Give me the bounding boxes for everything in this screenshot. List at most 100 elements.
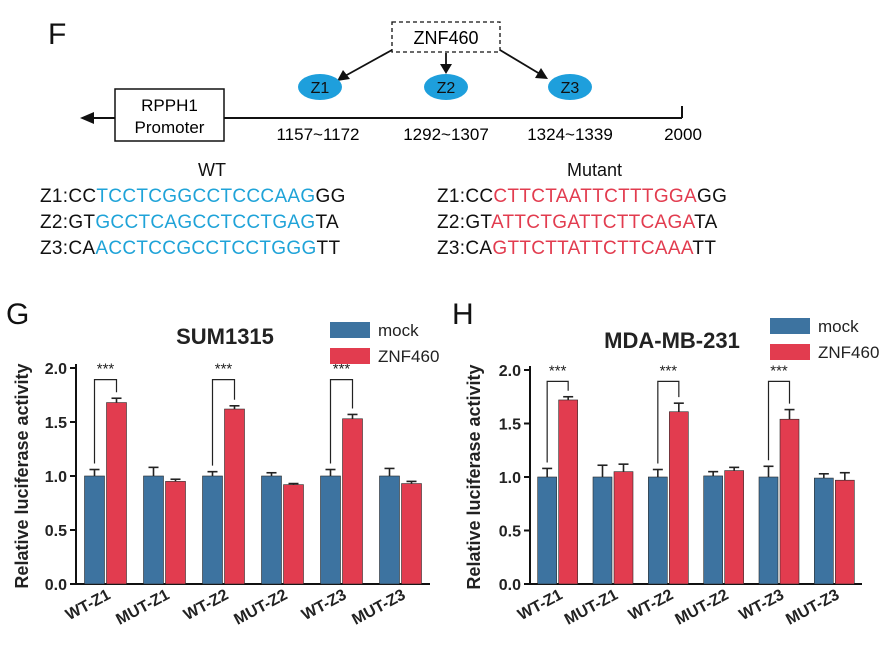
y-tick-label: 2.0	[45, 361, 67, 378]
promoter-diagram: RPPH1 Promoter ZNF460 Z1 Z2 Z3 1157~1172…	[80, 21, 702, 144]
bar-znf460-mut-z1	[165, 481, 186, 585]
significance-bracket	[329, 378, 354, 464]
bar-znf460-wt-z1	[558, 399, 578, 585]
site-z1	[298, 74, 342, 100]
bar-znf460-mut-z1	[613, 471, 634, 585]
y-tick-label: 1.5	[499, 417, 521, 434]
legend-label-mock: mock	[818, 317, 859, 336]
bar-znf460-wt-z2	[224, 408, 245, 585]
panel-letter-f: F	[48, 18, 67, 51]
category-label: MUT-Z1	[562, 586, 621, 628]
category-label: MUT-Z3	[783, 586, 842, 628]
legend-swatch-mock	[330, 322, 370, 338]
site-z2-range: 1292~1307	[403, 125, 489, 144]
legend-label-znf460: ZNF460	[378, 347, 439, 366]
category-label: WT-Z1	[63, 586, 113, 624]
mutant-header: Mutant	[567, 160, 623, 180]
wt-seq-z2: Z2:GTGCCTCAGCCTCCTGAGTA	[40, 212, 339, 233]
significance-bracket	[767, 380, 791, 461]
site-z3-range: 1324~1339	[527, 125, 613, 144]
site-z3-label: Z3	[561, 80, 580, 97]
promoter-box	[114, 88, 225, 142]
legend-label-znf460: ZNF460	[818, 343, 879, 362]
significance-bracket	[211, 378, 236, 466]
mut-seq-z2: Z2:GTATTCTGATTCTTCAGATA	[437, 212, 718, 233]
significance-label: ***	[549, 362, 567, 379]
mut-seq-z3: Z3:CAGTTCTTATTCTTCAAATT	[437, 238, 717, 259]
significance-label: ***	[97, 361, 115, 378]
bar-mock-wt-z2	[648, 476, 668, 585]
category-label: WT-Z1	[515, 586, 565, 624]
left-arrow-icon	[80, 112, 94, 124]
legend-swatch-znf460	[770, 344, 810, 360]
bar-mock-mut-z1	[592, 476, 613, 585]
bar-znf460-mut-z2	[283, 484, 304, 585]
chart-title: MDA-MB-231	[604, 328, 740, 353]
panel-letter-g: G	[6, 298, 30, 331]
category-label: MUT-Z1	[113, 586, 172, 628]
significance-label: ***	[333, 361, 351, 378]
arrow-to-z3-icon	[535, 68, 548, 79]
chart-mda-mb-231: MDA-MB-231 Relative luciferase activity 0.…	[464, 317, 879, 629]
bar-znf460-mut-z3	[401, 483, 422, 585]
category-label: WT-Z3	[737, 586, 787, 624]
category-label: WT-Z3	[299, 586, 349, 624]
legend-label-mock: mock	[378, 321, 419, 340]
legend-swatch-mock	[770, 318, 810, 334]
bar-znf460-wt-z3	[342, 418, 363, 585]
panel-letter-h: H	[452, 298, 474, 331]
y-tick-label: 1.5	[45, 415, 67, 432]
wt-seq-z1: Z1:CCTCCTCGGCCTCCCAAGGG	[40, 186, 346, 207]
category-label: MUT-Z3	[349, 586, 408, 628]
bar-mock-wt-z3	[320, 475, 341, 585]
y-tick-label: 0.5	[499, 524, 521, 541]
y-tick-label: 1.0	[45, 469, 67, 486]
significance-bracket	[657, 380, 680, 464]
y-tick-label: 1.0	[499, 470, 521, 487]
y-axis-label: Relative luciferase activity	[464, 364, 484, 589]
site-z2	[424, 74, 468, 100]
bar-mock-wt-z1	[84, 475, 105, 585]
arrow-to-z2-icon	[440, 64, 452, 74]
chart-title: SUM1315	[176, 324, 274, 349]
bar-mock-mut-z2	[261, 475, 282, 585]
bar-znf460-wt-z2	[669, 411, 689, 585]
wt-seq-z3: Z3:CAACCTCCGCCTCCTGGGTT	[40, 238, 341, 259]
site-z1-range: 1157~1172	[276, 125, 359, 144]
mutant-sequences: Z1:CCCTTCTAATTCTTTGGAGG Z2:GTATTCTGATTCT…	[437, 186, 727, 264]
bar-mock-wt-z3	[758, 476, 779, 585]
bar-mock-mut-z1	[143, 475, 164, 585]
y-tick-label: 0.5	[45, 523, 67, 540]
arrow-to-z1-icon	[337, 70, 350, 81]
bar-mock-mut-z3	[814, 477, 834, 585]
category-label: WT-Z2	[626, 586, 676, 624]
y-tick-label: 0.0	[499, 577, 521, 594]
category-label: MUT-Z2	[231, 586, 290, 628]
category-label: WT-Z2	[181, 586, 231, 624]
site-z2-label: Z2	[437, 80, 456, 97]
tf-box	[391, 21, 501, 53]
bar-znf460-mut-z2	[724, 470, 744, 585]
site-z1-label: Z1	[311, 80, 330, 97]
bar-mock-wt-z2	[202, 475, 223, 585]
y-axis-label: Relative luciferase activity	[12, 363, 32, 588]
significance-bracket	[93, 378, 118, 464]
y-tick-label: 2.0	[499, 363, 521, 380]
bar-znf460-wt-z1	[106, 402, 127, 585]
wt-header: WT	[198, 160, 226, 180]
promoter-label-2: Promoter	[135, 118, 205, 137]
category-label: MUT-Z2	[673, 586, 732, 628]
bar-mock-mut-z3	[379, 475, 400, 585]
bar-mock-wt-z1	[537, 476, 557, 585]
y-tick-label: 0.0	[45, 577, 67, 594]
significance-bracket	[546, 380, 569, 463]
promoter-label-1: RPPH1	[141, 96, 198, 115]
end-position: 2000	[664, 125, 702, 144]
legend-swatch-znf460	[330, 348, 370, 364]
significance-label: ***	[660, 362, 678, 379]
wt-sequences: Z1:CCTCCTCGGCCTCCCAAGGG Z2:GTGCCTCAGCCTC…	[40, 186, 346, 264]
bar-mock-mut-z2	[703, 475, 723, 585]
bar-znf460-mut-z3	[835, 479, 855, 585]
significance-label: ***	[770, 362, 788, 379]
chart-sum1315: SUM1315 Relative luciferase activity 0.0 0.…	[12, 321, 439, 629]
